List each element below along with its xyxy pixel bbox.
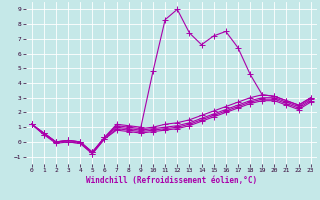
X-axis label: Windchill (Refroidissement éolien,°C): Windchill (Refroidissement éolien,°C) — [86, 176, 257, 185]
